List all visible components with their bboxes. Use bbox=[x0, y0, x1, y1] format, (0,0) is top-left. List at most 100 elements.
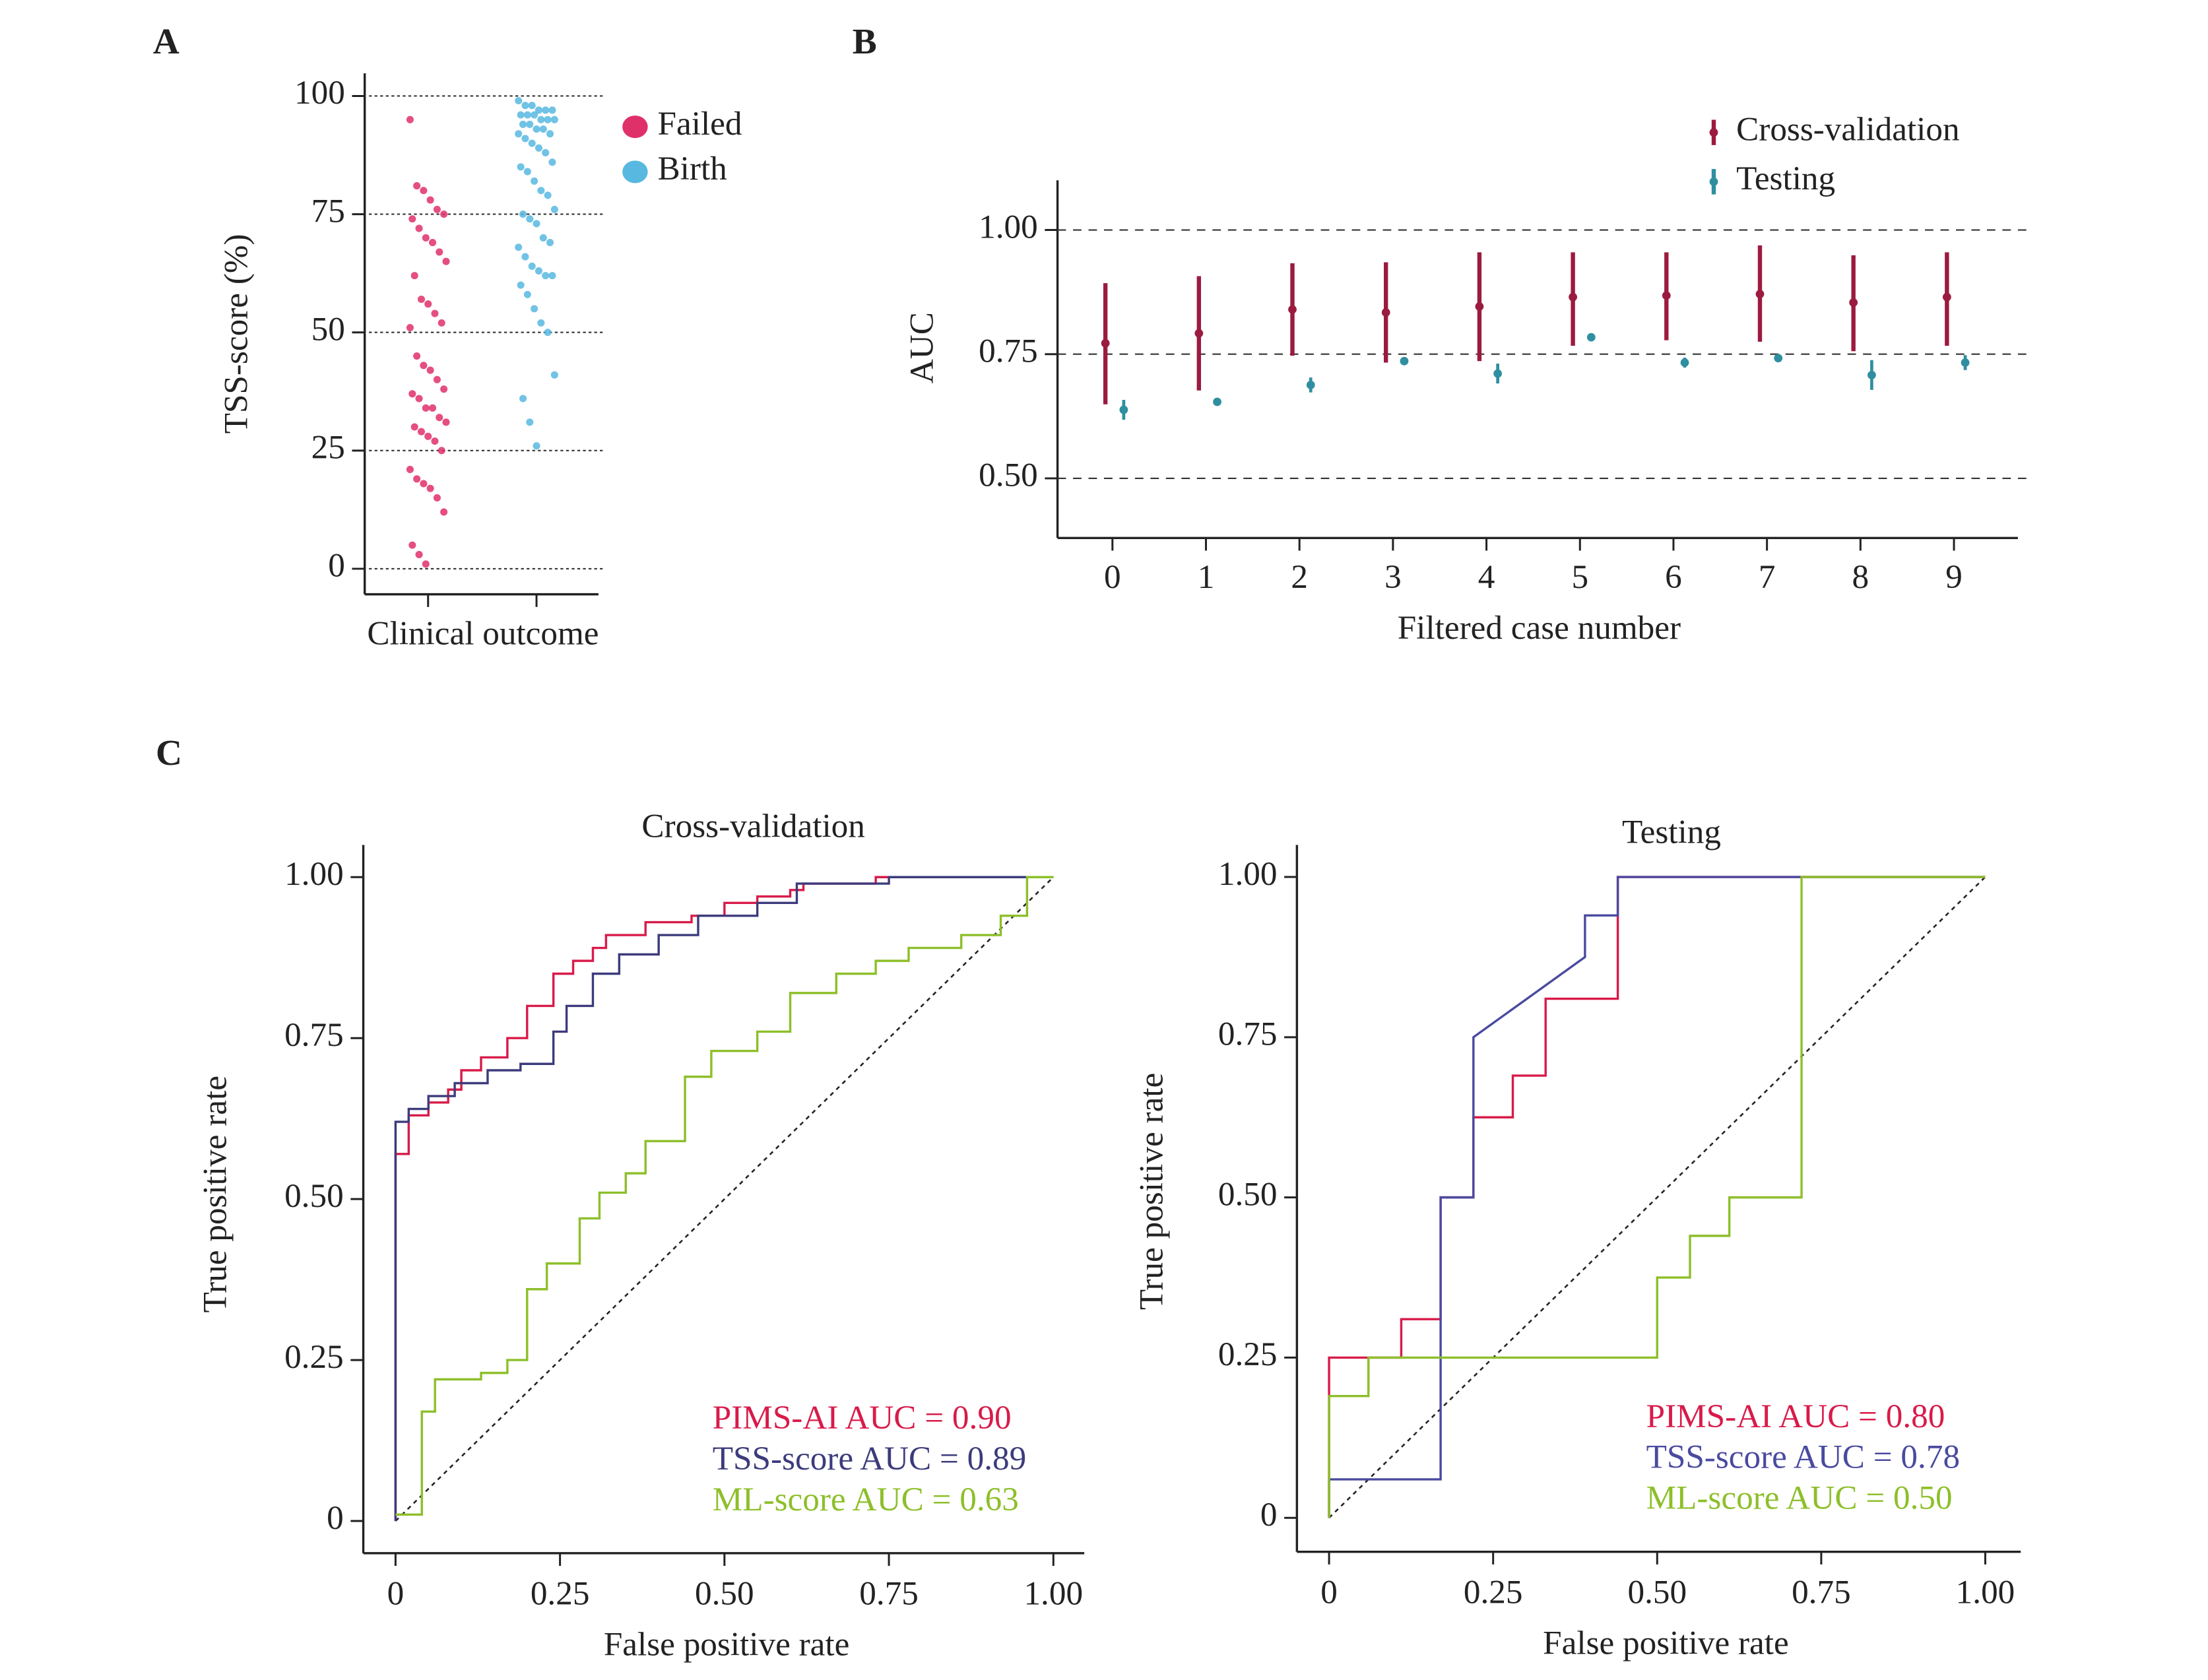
point bbox=[548, 106, 556, 114]
point bbox=[426, 196, 434, 204]
roc-curve bbox=[395, 876, 1054, 1516]
point bbox=[515, 97, 523, 105]
x-tick-label: 0.75 bbox=[1792, 1574, 1851, 1611]
x-axis-label: False positive rate bbox=[604, 1626, 850, 1664]
point bbox=[1119, 405, 1128, 414]
point bbox=[408, 541, 416, 549]
point bbox=[546, 130, 554, 138]
point bbox=[531, 111, 538, 119]
point bbox=[519, 120, 527, 129]
point bbox=[533, 442, 540, 450]
point bbox=[515, 243, 523, 251]
y-axis-label: TSS-score (%) bbox=[218, 234, 255, 434]
x-axis-label: False positive rate bbox=[1543, 1624, 1789, 1662]
y-axis-label: True positive rate bbox=[1133, 1073, 1171, 1310]
point bbox=[1755, 290, 1765, 299]
point bbox=[537, 115, 545, 123]
y-tick-label: 0.25 bbox=[1218, 1336, 1278, 1373]
y-tick-label: 50 bbox=[311, 310, 345, 348]
point bbox=[420, 480, 428, 488]
point bbox=[440, 508, 448, 516]
y-tick-label: 0 bbox=[1260, 1496, 1278, 1534]
point bbox=[523, 111, 531, 119]
point bbox=[550, 371, 558, 379]
point bbox=[531, 305, 538, 313]
point bbox=[1569, 292, 1577, 302]
point bbox=[539, 125, 547, 133]
point bbox=[528, 139, 536, 147]
point bbox=[535, 106, 542, 114]
x-tick-label: 0.50 bbox=[695, 1575, 754, 1613]
point bbox=[526, 418, 534, 426]
x-tick-label: 0 bbox=[1104, 558, 1121, 596]
point bbox=[519, 395, 527, 403]
point bbox=[550, 205, 558, 213]
point bbox=[544, 191, 552, 199]
point bbox=[542, 106, 550, 114]
point bbox=[517, 163, 525, 171]
point bbox=[413, 352, 421, 360]
y-tick-label: 75 bbox=[311, 192, 345, 230]
point bbox=[521, 102, 529, 110]
point bbox=[542, 148, 550, 156]
legend-marker bbox=[1709, 177, 1718, 186]
legend-marker bbox=[622, 160, 648, 183]
point bbox=[528, 262, 536, 270]
legend-label: TSS-score AUC = 0.89 bbox=[713, 1440, 1026, 1477]
point bbox=[1680, 358, 1689, 367]
y-tick-label: 25 bbox=[311, 429, 345, 467]
x-tick-label: 0.50 bbox=[1627, 1574, 1687, 1611]
point bbox=[431, 309, 439, 317]
panel-label: C bbox=[156, 733, 182, 773]
x-tick-label: 1 bbox=[1198, 558, 1215, 596]
point bbox=[533, 220, 540, 228]
point bbox=[1306, 381, 1315, 389]
y-tick-label: 1.00 bbox=[284, 855, 344, 893]
point bbox=[515, 130, 523, 138]
point bbox=[426, 484, 434, 492]
point bbox=[433, 494, 441, 502]
point bbox=[417, 296, 426, 304]
point bbox=[408, 390, 416, 398]
point bbox=[1101, 339, 1110, 348]
point bbox=[1961, 358, 1970, 367]
point bbox=[410, 423, 418, 431]
legend-label: TSS-score AUC = 0.78 bbox=[1646, 1438, 1960, 1476]
point bbox=[535, 267, 542, 275]
point bbox=[431, 437, 439, 445]
x-axis-label: Filtered case number bbox=[1398, 609, 1681, 647]
point bbox=[428, 239, 437, 247]
point bbox=[440, 210, 448, 218]
point bbox=[442, 257, 450, 265]
panel-label: A bbox=[153, 22, 179, 62]
y-axis-label: True positive rate bbox=[197, 1076, 234, 1312]
point bbox=[533, 125, 540, 133]
y-axis-label: AUC bbox=[903, 312, 941, 383]
point bbox=[1774, 354, 1783, 363]
point bbox=[424, 432, 432, 440]
panel-label: B bbox=[853, 22, 877, 62]
point bbox=[537, 319, 545, 327]
point bbox=[1662, 291, 1671, 300]
x-axis-label: Clinical outcome bbox=[367, 614, 599, 652]
legend-label: Birth bbox=[658, 150, 727, 187]
x-tick-label: 9 bbox=[1945, 558, 1963, 596]
point bbox=[436, 248, 443, 256]
x-tick-label: 3 bbox=[1384, 558, 1402, 596]
point bbox=[1288, 305, 1297, 314]
point bbox=[413, 182, 421, 190]
point bbox=[517, 111, 525, 119]
y-tick-label: 0.50 bbox=[284, 1177, 344, 1215]
x-tick-label: 1.00 bbox=[1023, 1575, 1083, 1613]
point bbox=[415, 224, 423, 232]
point bbox=[424, 300, 432, 308]
roc-curve bbox=[1328, 876, 1986, 1518]
point bbox=[1849, 298, 1858, 307]
point bbox=[436, 414, 443, 422]
point bbox=[433, 205, 441, 213]
legend-label: Cross-validation bbox=[1736, 110, 1959, 148]
point bbox=[523, 290, 531, 298]
legend-marker bbox=[1709, 128, 1718, 137]
point bbox=[1213, 397, 1221, 406]
point bbox=[535, 144, 542, 152]
